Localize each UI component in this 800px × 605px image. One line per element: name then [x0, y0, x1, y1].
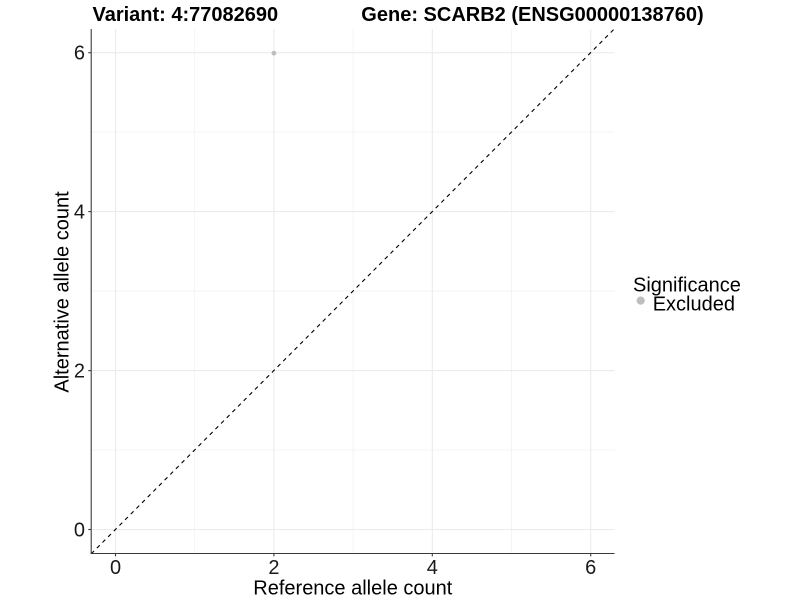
svg-text:Variant: 4:77082690: Variant: 4:77082690	[92, 4, 278, 26]
svg-text:Significance: Significance	[633, 274, 741, 296]
svg-text:0: 0	[110, 557, 121, 579]
svg-text:2: 2	[268, 557, 279, 579]
svg-text:4: 4	[427, 557, 438, 579]
svg-text:Excluded: Excluded	[653, 293, 735, 315]
svg-text:Gene: SCARB2 (ENSG00000138760): Gene: SCARB2 (ENSG00000138760)	[361, 4, 703, 26]
svg-text:2: 2	[74, 361, 85, 383]
svg-text:6: 6	[74, 43, 85, 65]
svg-text:4: 4	[74, 202, 85, 224]
svg-text:Alternative allele count: Alternative allele count	[51, 191, 73, 393]
svg-text:Reference allele count: Reference allele count	[253, 577, 452, 599]
svg-text:6: 6	[585, 557, 596, 579]
svg-text:0: 0	[74, 520, 85, 542]
